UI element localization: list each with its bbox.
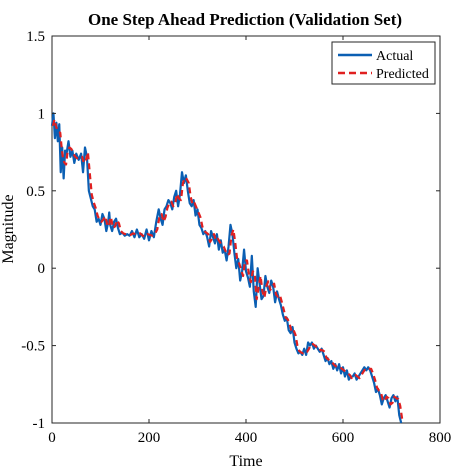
- chart-title: One Step Ahead Prediction (Validation Se…: [88, 10, 402, 29]
- y-tick-label: -0.5: [21, 339, 45, 355]
- x-axis-label: Time: [229, 453, 262, 470]
- plot-area: [50, 35, 441, 424]
- plot-frame: [51, 35, 441, 424]
- legend-label-predicted: Predicted: [376, 67, 429, 82]
- y-tick-label: 0.5: [26, 184, 45, 200]
- y-axis-ticks: 1.5 1 0.5 0 -0.5 -1: [21, 29, 440, 432]
- legend: Actual Predicted: [331, 41, 436, 85]
- x-tick-label: 400: [235, 430, 258, 446]
- x-tick-label: 800: [429, 430, 452, 446]
- legend-box: [331, 41, 436, 85]
- legend-label-actual: Actual: [376, 49, 413, 64]
- series-line-predicted: [51, 118, 404, 420]
- x-tick-label: 200: [138, 430, 161, 446]
- y-tick-label: 1: [38, 106, 46, 122]
- series-layer: [50, 112, 404, 424]
- x-axis-ticks: 0 200 400 600 800: [48, 36, 451, 446]
- y-tick-label: 1.5: [26, 29, 45, 45]
- y-axis-label: Magnitude: [0, 194, 17, 263]
- y-tick-label: 0: [38, 261, 46, 277]
- y-tick-label: -1: [33, 416, 46, 432]
- x-tick-label: 0: [48, 430, 56, 446]
- x-tick-label: 600: [332, 430, 355, 446]
